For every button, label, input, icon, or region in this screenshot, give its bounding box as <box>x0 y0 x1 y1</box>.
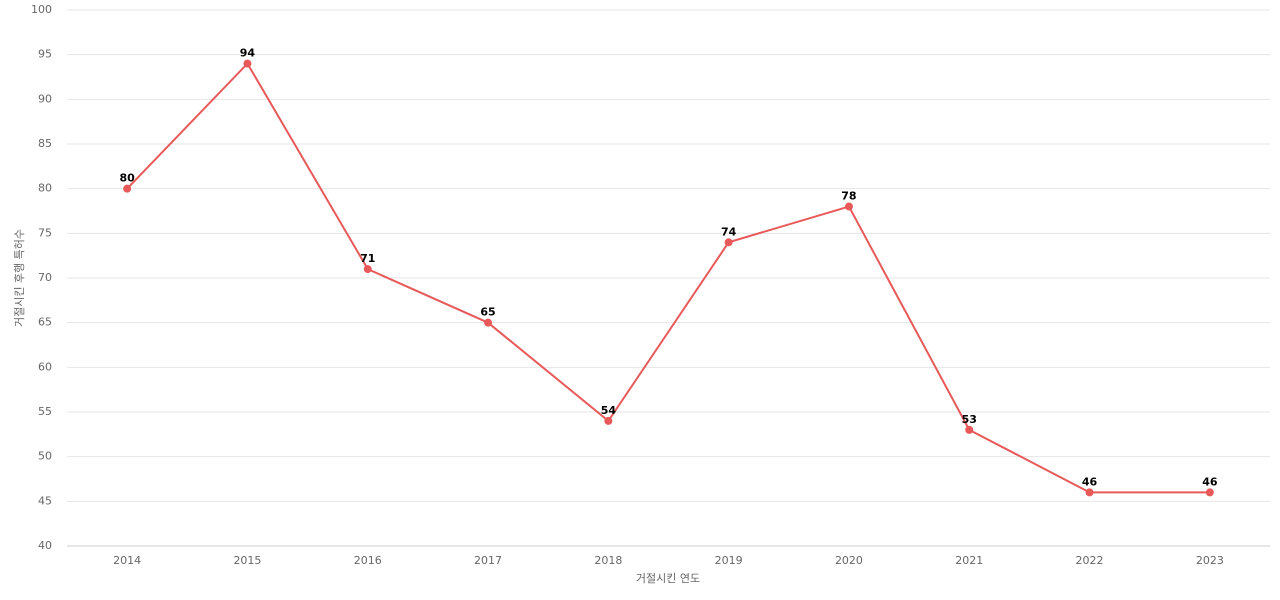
x-tick-label: 2023 <box>1196 554 1224 567</box>
x-tick-label: 2019 <box>715 554 743 567</box>
point <box>123 184 132 193</box>
point <box>243 59 252 68</box>
y-tick-label: 65 <box>38 316 52 329</box>
value-label: 94 <box>240 47 256 60</box>
point <box>844 202 853 211</box>
x-tick-label: 2016 <box>354 554 382 567</box>
value-label: 65 <box>480 306 495 319</box>
y-tick-label: 70 <box>38 271 52 284</box>
y-tick-label: 80 <box>38 182 52 195</box>
x-tick-label: 2015 <box>233 554 261 567</box>
value-label: 46 <box>1082 475 1098 488</box>
y-tick-label: 100 <box>31 3 52 16</box>
y-tick-label: 45 <box>38 494 52 507</box>
x-tick-label: 2018 <box>594 554 622 567</box>
y-tick-label: 55 <box>38 405 52 418</box>
x-tick-label: 2017 <box>474 554 502 567</box>
x-tick-label: 2021 <box>955 554 983 567</box>
value-label: 74 <box>721 225 737 238</box>
value-label: 46 <box>1202 475 1218 488</box>
x-tick-label: 2014 <box>113 554 141 567</box>
point <box>484 318 493 327</box>
y-tick-label: 60 <box>38 360 52 373</box>
value-label: 54 <box>601 404 617 417</box>
y-tick-label: 75 <box>38 226 52 239</box>
point <box>604 416 613 425</box>
value-label: 78 <box>841 190 856 203</box>
y-axis-label: 거절시킨 후행 특허수 <box>13 229 26 327</box>
point <box>1085 488 1094 497</box>
line <box>126 61 1210 494</box>
y-tick-label: 95 <box>38 48 52 61</box>
point <box>724 238 733 247</box>
y-tick-label: 85 <box>38 137 52 150</box>
value-label: 71 <box>360 252 375 265</box>
y-tick-label: 90 <box>38 92 52 105</box>
point <box>965 425 974 434</box>
y-tick-label: 40 <box>38 539 52 552</box>
x-tick-label: 2020 <box>835 554 863 567</box>
x-tick-label: 2022 <box>1076 554 1104 567</box>
y-tick-label: 50 <box>38 450 52 463</box>
value-label: 53 <box>962 413 977 426</box>
point <box>1205 488 1214 497</box>
x-axis-label: 거절시킨 연도 <box>636 572 700 585</box>
point <box>363 265 372 274</box>
value-label: 80 <box>119 172 135 185</box>
